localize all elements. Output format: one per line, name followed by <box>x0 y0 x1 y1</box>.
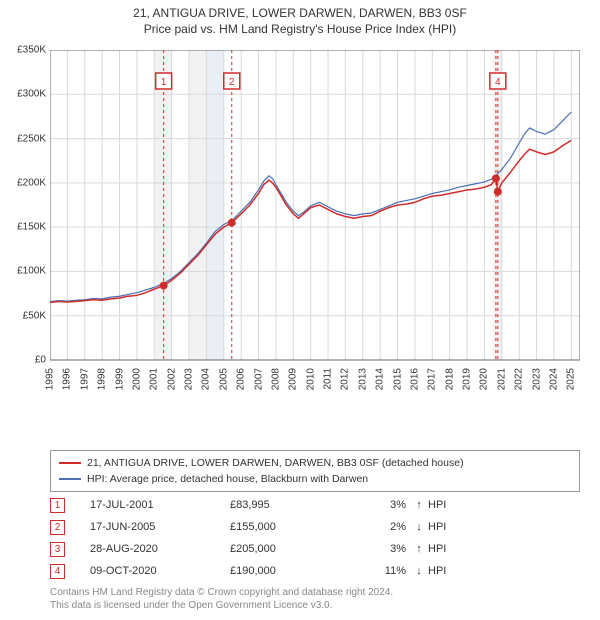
arrow-down-icon: ↓ <box>410 521 428 533</box>
sale-price: £205,000 <box>230 543 350 555</box>
hpi-label: HPI <box>428 499 468 511</box>
x-axis-tick-label: 2011 <box>323 368 334 390</box>
y-axis-tick-label: £250K <box>17 133 46 144</box>
hpi-label: HPI <box>428 565 468 577</box>
x-axis-tick-label: 2019 <box>462 368 473 390</box>
x-axis-tick-label: 2023 <box>531 368 542 390</box>
x-axis-tick-label: 1997 <box>79 368 90 390</box>
x-axis-tick-label: 2013 <box>357 368 368 390</box>
x-axis-tick-label: 2005 <box>218 368 229 390</box>
y-axis-tick-label: £50K <box>23 310 46 321</box>
legend-swatch <box>59 478 81 480</box>
sale-price: £83,995 <box>230 499 350 511</box>
legend-label: 21, ANTIGUA DRIVE, LOWER DARWEN, DARWEN,… <box>87 455 464 471</box>
legend-label: HPI: Average price, detached house, Blac… <box>87 471 368 487</box>
sale-pct: 2% <box>350 521 410 533</box>
sales-table-row: 3 28-AUG-2020£205,0003%↑HPI <box>50 538 580 560</box>
chart-titles: 21, ANTIGUA DRIVE, LOWER DARWEN, DARWEN,… <box>0 0 600 36</box>
sale-date: 28-AUG-2020 <box>90 543 230 555</box>
x-axis-tick-label: 2004 <box>201 368 212 390</box>
x-axis-tick-label: 2000 <box>131 368 142 390</box>
x-axis-tick-label: 2012 <box>340 368 351 390</box>
legend-swatch <box>59 462 81 464</box>
sale-marker: 2 <box>50 520 65 535</box>
x-axis-tick-label: 2001 <box>149 368 160 390</box>
svg-text:1: 1 <box>161 77 167 88</box>
x-axis-tick-label: 2016 <box>409 368 420 390</box>
x-axis-tick-label: 2017 <box>427 368 438 390</box>
sale-pct: 3% <box>350 499 410 511</box>
x-axis-tick-label: 1995 <box>45 368 56 390</box>
sale-pct: 3% <box>350 543 410 555</box>
x-axis-tick-label: 1999 <box>114 368 125 390</box>
x-axis-tick-label: 2003 <box>184 368 195 390</box>
hpi-label: HPI <box>428 543 468 555</box>
x-axis-tick-label: 2007 <box>253 368 264 390</box>
svg-text:2: 2 <box>229 77 235 88</box>
sales-table-row: 4 09-OCT-2020£190,00011%↓HPI <box>50 560 580 582</box>
sale-marker: 3 <box>50 542 65 557</box>
y-axis-tick-label: £350K <box>17 45 46 56</box>
x-axis-tick-label: 2002 <box>166 368 177 390</box>
sale-pct: 11% <box>350 565 410 577</box>
x-axis-tick-label: 2010 <box>305 368 316 390</box>
x-axis-tick-label: 1996 <box>62 368 73 390</box>
sales-table-row: 1 17-JUL-2001£83,9953%↑HPI <box>50 494 580 516</box>
x-axis-tick-label: 2021 <box>496 368 507 390</box>
y-axis-tick-label: £200K <box>17 177 46 188</box>
x-axis-tick-label: 2022 <box>514 368 525 390</box>
sale-price: £155,000 <box>230 521 350 533</box>
arrow-down-icon: ↓ <box>410 565 428 577</box>
x-axis-tick-label: 1998 <box>97 368 108 390</box>
x-axis-tick-label: 2025 <box>566 368 577 390</box>
arrow-up-icon: ↑ <box>410 543 428 555</box>
title-line-1: 21, ANTIGUA DRIVE, LOWER DARWEN, DARWEN,… <box>0 6 600 20</box>
y-axis-tick-label: £0 <box>35 355 46 366</box>
price-chart: 1 2 4 <box>50 50 580 400</box>
x-axis-tick-label: 2020 <box>479 368 490 390</box>
x-axis-tick-label: 2014 <box>375 368 386 390</box>
arrow-up-icon: ↑ <box>410 499 428 511</box>
sale-date: 17-JUN-2005 <box>90 521 230 533</box>
sale-date: 09-OCT-2020 <box>90 565 230 577</box>
y-axis-tick-label: £300K <box>17 89 46 100</box>
x-axis-tick-label: 2009 <box>288 368 299 390</box>
sale-marker: 1 <box>50 498 65 513</box>
x-axis-tick-label: 2006 <box>236 368 247 390</box>
sale-marker: 4 <box>50 564 65 579</box>
footer-line-1: Contains HM Land Registry data © Crown c… <box>50 586 580 599</box>
sales-table: 117-JUL-2001£83,9953%↑HPI217-JUN-2005£15… <box>50 494 580 582</box>
x-axis-tick-label: 2015 <box>392 368 403 390</box>
title-line-2: Price paid vs. HM Land Registry's House … <box>0 22 600 36</box>
legend-item: 21, ANTIGUA DRIVE, LOWER DARWEN, DARWEN,… <box>59 455 571 471</box>
x-axis-tick-label: 2008 <box>270 368 281 390</box>
hpi-label: HPI <box>428 521 468 533</box>
legend: 21, ANTIGUA DRIVE, LOWER DARWEN, DARWEN,… <box>50 450 580 492</box>
svg-text:4: 4 <box>495 77 501 88</box>
footer-attribution: Contains HM Land Registry data © Crown c… <box>50 586 580 612</box>
y-axis-tick-label: £100K <box>17 266 46 277</box>
footer-line-2: This data is licensed under the Open Gov… <box>50 599 580 612</box>
y-axis-tick-label: £150K <box>17 222 46 233</box>
sales-table-row: 2 17-JUN-2005£155,0002%↓HPI <box>50 516 580 538</box>
x-axis-tick-label: 2018 <box>444 368 455 390</box>
sale-date: 17-JUL-2001 <box>90 499 230 511</box>
x-axis-tick-label: 2024 <box>548 368 559 390</box>
chart-area: 124 £0£50K£100K£150K£200K£250K£300K£350K… <box>50 50 580 400</box>
sale-price: £190,000 <box>230 565 350 577</box>
legend-item: HPI: Average price, detached house, Blac… <box>59 471 571 487</box>
